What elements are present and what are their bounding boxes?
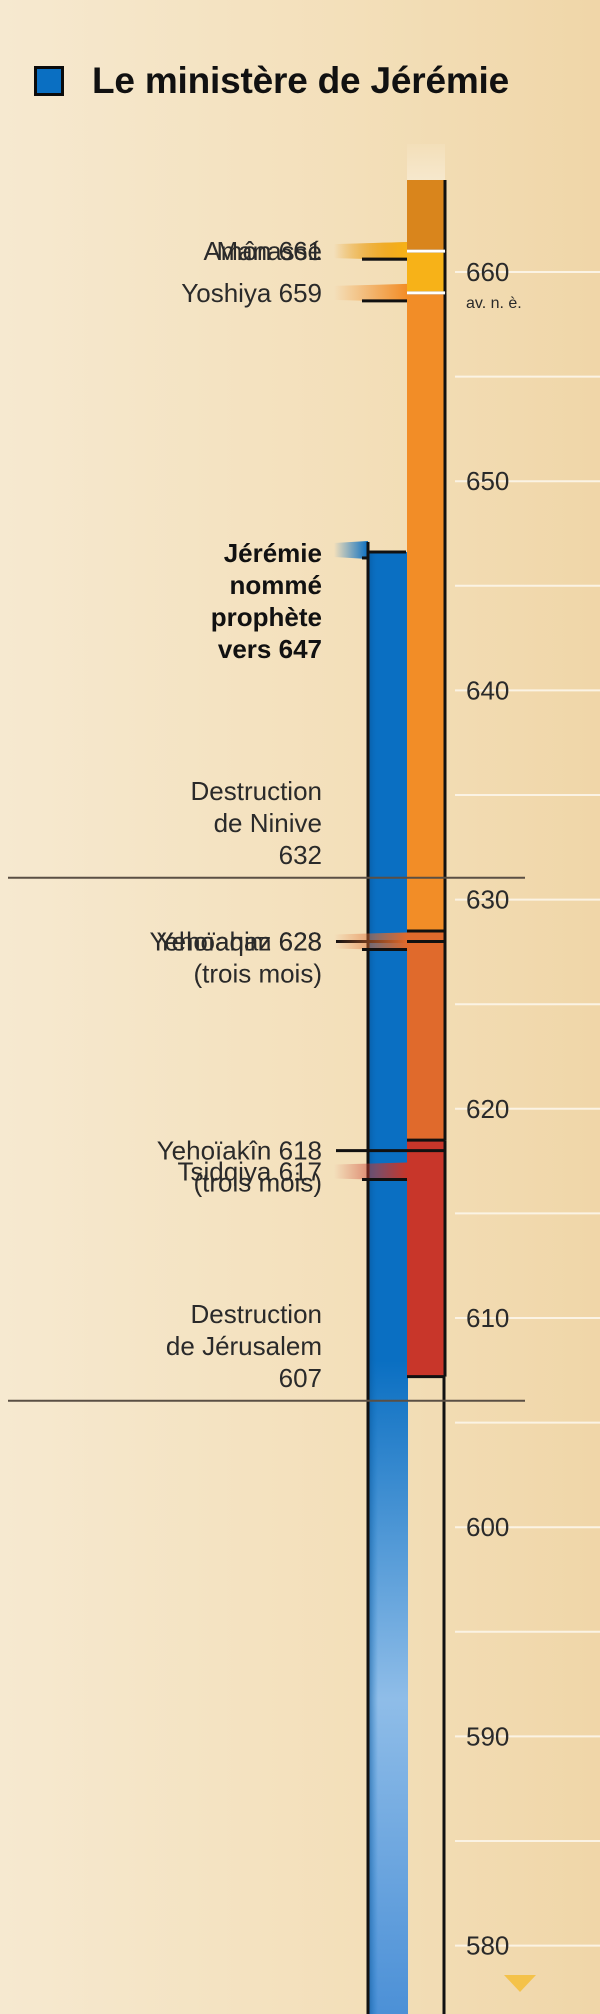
tick-label: 620 xyxy=(466,1094,509,1124)
event-label: Destruction xyxy=(191,776,323,806)
reign-block xyxy=(407,1140,445,1377)
tick-label: 640 xyxy=(466,675,509,705)
event-wedge xyxy=(334,1162,407,1181)
event-label: vers 647 xyxy=(218,634,322,664)
event-label: Yoshiya 659 xyxy=(181,278,322,308)
reign-block xyxy=(407,930,445,1141)
event-label: 607 xyxy=(279,1363,322,1393)
tick-label: 580 xyxy=(466,1931,509,1961)
event-wedge xyxy=(334,283,407,302)
tick-label: 630 xyxy=(466,885,509,915)
reign-block xyxy=(407,292,445,931)
tick-label: 650 xyxy=(466,466,509,496)
event-label: de Ninive xyxy=(214,808,322,838)
tick-sublabel: av. n. è. xyxy=(466,295,522,312)
event-label: (trois mois) xyxy=(193,1168,322,1198)
tick-label: 660 xyxy=(466,257,509,287)
event-label: prophète xyxy=(211,602,322,632)
event-label: 632 xyxy=(279,840,322,870)
reign-block xyxy=(407,180,445,252)
ministry-bar-shade xyxy=(368,551,408,2014)
legend-swatch xyxy=(34,66,64,96)
title-row: Le ministère de Jérémie xyxy=(34,60,509,102)
down-arrow-icon xyxy=(504,1975,536,1992)
tick-label: 610 xyxy=(466,1303,509,1333)
event-wedge xyxy=(334,932,407,951)
event-label: Yehoïakîn 618 xyxy=(157,1136,322,1166)
event-label: Manassé xyxy=(217,236,323,266)
event-label: Jérémie xyxy=(224,538,322,568)
stem-fade xyxy=(407,144,445,184)
reign-block xyxy=(407,251,445,293)
event-label: Destruction xyxy=(191,1299,323,1329)
tick-label: 600 xyxy=(466,1512,509,1542)
event-label: de Jérusalem xyxy=(166,1331,322,1361)
tick-label: 590 xyxy=(466,1721,509,1751)
event-label: Tsidqiya 617 xyxy=(177,1157,322,1187)
event-label: (trois mois) xyxy=(193,958,322,988)
page-title: Le ministère de Jérémie xyxy=(92,60,509,101)
event-wedge xyxy=(334,242,407,261)
event-label: Yehoahaz 628 xyxy=(157,926,322,956)
event-label: nommé xyxy=(230,570,322,600)
event-wedge xyxy=(334,540,368,559)
event-label: Yehoïaqim 628 xyxy=(149,926,322,956)
event-label: Amôn 661 xyxy=(203,236,322,266)
